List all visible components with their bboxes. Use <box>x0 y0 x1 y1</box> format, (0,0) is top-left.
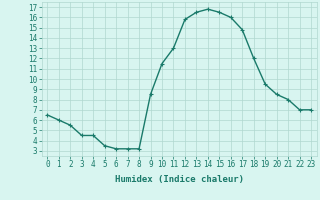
X-axis label: Humidex (Indice chaleur): Humidex (Indice chaleur) <box>115 175 244 184</box>
